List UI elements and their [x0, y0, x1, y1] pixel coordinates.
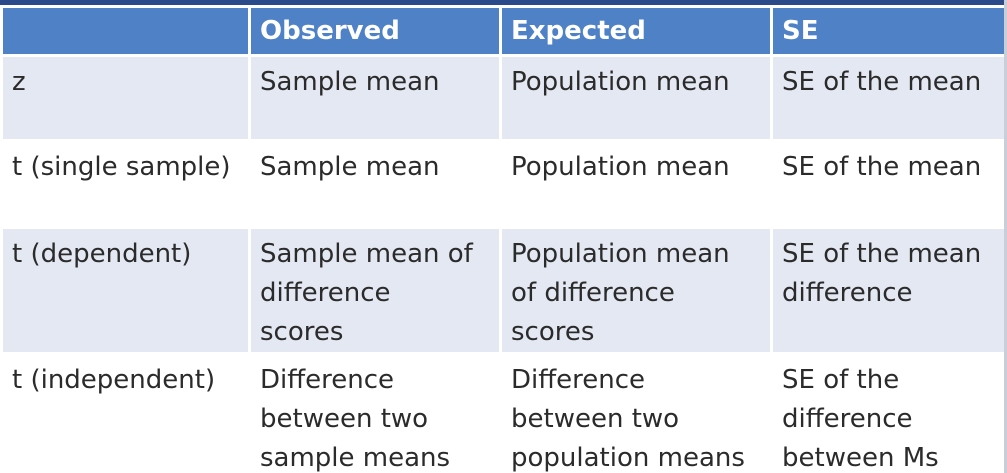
se-cell: SE of the mean — [770, 139, 1007, 229]
right-edge-shadow — [1004, 0, 1007, 473]
expected-cell: Population mean of difference scores — [499, 226, 773, 355]
row-label: z — [0, 54, 251, 142]
observed-cell: Sample mean — [248, 54, 502, 142]
expected-cell: Difference between two population means — [499, 352, 773, 473]
se-cell: SE of the mean — [770, 54, 1007, 142]
row-label: t (single sample) — [0, 139, 251, 229]
header-cell-test — [0, 5, 251, 57]
table-row: t (dependent) Sample mean of difference … — [0, 226, 1007, 355]
observed-cell: Sample mean of difference scores — [248, 226, 502, 355]
header-cell-expected: Expected — [499, 5, 773, 57]
expected-cell: Population mean — [499, 54, 773, 142]
table-row: t (single sample) Sample mean Population… — [0, 139, 1007, 229]
row-label: t (dependent) — [0, 226, 251, 355]
observed-cell: Difference between two sample means — [248, 352, 502, 473]
header-cell-se: SE — [770, 5, 1007, 57]
table-row: t (independent) Difference between two s… — [0, 352, 1007, 473]
table-row: z Sample mean Population mean SE of the … — [0, 54, 1007, 142]
expected-cell: Population mean — [499, 139, 773, 229]
header-cell-observed: Observed — [248, 5, 502, 57]
se-cell: SE of the mean difference — [770, 226, 1007, 355]
header-row: Observed Expected SE — [0, 5, 1007, 57]
comparison-table: Observed Expected SE z Sample mean Popul… — [0, 5, 1007, 473]
se-cell: SE of the difference between Ms — [770, 352, 1007, 473]
observed-cell: Sample mean — [248, 139, 502, 229]
top-border — [0, 0, 1007, 5]
row-label: t (independent) — [0, 352, 251, 473]
